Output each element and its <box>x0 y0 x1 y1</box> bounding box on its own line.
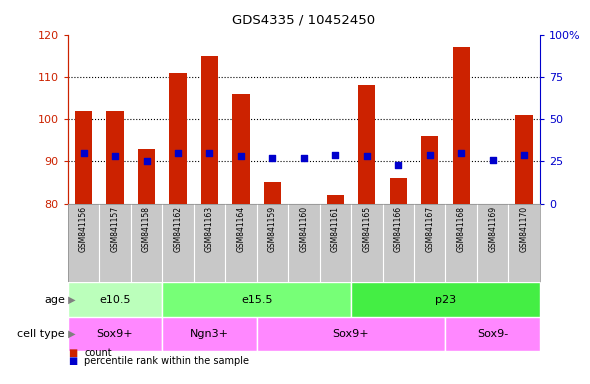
Point <box>236 153 245 159</box>
Text: GSM841169: GSM841169 <box>488 206 497 252</box>
Point <box>330 151 340 157</box>
Bar <box>453 47 470 204</box>
Bar <box>264 182 281 204</box>
Text: GSM841164: GSM841164 <box>237 206 245 252</box>
Bar <box>162 317 257 351</box>
Text: GSM841161: GSM841161 <box>331 206 340 252</box>
Bar <box>68 317 162 351</box>
Text: ■: ■ <box>68 348 77 358</box>
Bar <box>445 317 540 351</box>
Bar <box>68 282 162 317</box>
Point <box>79 150 88 156</box>
Point <box>394 162 403 168</box>
Bar <box>389 178 407 204</box>
Text: age: age <box>44 295 65 305</box>
Point <box>299 155 309 161</box>
Point <box>142 158 151 164</box>
Text: GSM841158: GSM841158 <box>142 206 151 252</box>
Point <box>268 155 277 161</box>
Text: Ngn3+: Ngn3+ <box>190 329 229 339</box>
Text: GSM841166: GSM841166 <box>394 206 403 252</box>
Point <box>425 151 434 157</box>
Bar <box>138 149 155 204</box>
Bar <box>351 282 540 317</box>
Text: GDS4335 / 10452450: GDS4335 / 10452450 <box>232 13 375 26</box>
Point <box>173 150 183 156</box>
Bar <box>257 317 445 351</box>
Text: e15.5: e15.5 <box>241 295 273 305</box>
Point <box>205 150 214 156</box>
Bar <box>201 56 218 204</box>
Text: GSM841156: GSM841156 <box>79 206 88 252</box>
Text: GSM841167: GSM841167 <box>425 206 434 252</box>
Point <box>519 151 529 157</box>
Text: count: count <box>84 348 112 358</box>
Point <box>362 153 372 159</box>
Bar <box>106 111 124 204</box>
Text: percentile rank within the sample: percentile rank within the sample <box>84 356 250 366</box>
Text: ▶: ▶ <box>65 329 76 339</box>
Text: GSM841165: GSM841165 <box>362 206 371 252</box>
Text: GSM841160: GSM841160 <box>299 206 309 252</box>
Text: GSM841162: GSM841162 <box>173 206 182 252</box>
Bar <box>162 282 351 317</box>
Text: ▶: ▶ <box>65 295 76 305</box>
Point <box>110 153 120 159</box>
Text: GSM841168: GSM841168 <box>457 206 466 252</box>
Text: GSM841170: GSM841170 <box>520 206 529 252</box>
Text: GSM841157: GSM841157 <box>110 206 120 252</box>
Text: GSM841159: GSM841159 <box>268 206 277 252</box>
Text: ■: ■ <box>68 356 77 366</box>
Point <box>488 157 497 163</box>
Text: p23: p23 <box>435 295 456 305</box>
Text: e10.5: e10.5 <box>99 295 131 305</box>
Text: Sox9-: Sox9- <box>477 329 508 339</box>
Point <box>457 150 466 156</box>
Bar <box>232 94 250 204</box>
Bar <box>358 85 375 204</box>
Bar <box>421 136 438 204</box>
Bar <box>75 111 92 204</box>
Text: cell type: cell type <box>17 329 65 339</box>
Text: Sox9+: Sox9+ <box>97 329 133 339</box>
Bar <box>516 115 533 204</box>
Text: GSM841163: GSM841163 <box>205 206 214 252</box>
Text: Sox9+: Sox9+ <box>333 329 369 339</box>
Bar <box>327 195 344 204</box>
Bar <box>169 73 186 204</box>
